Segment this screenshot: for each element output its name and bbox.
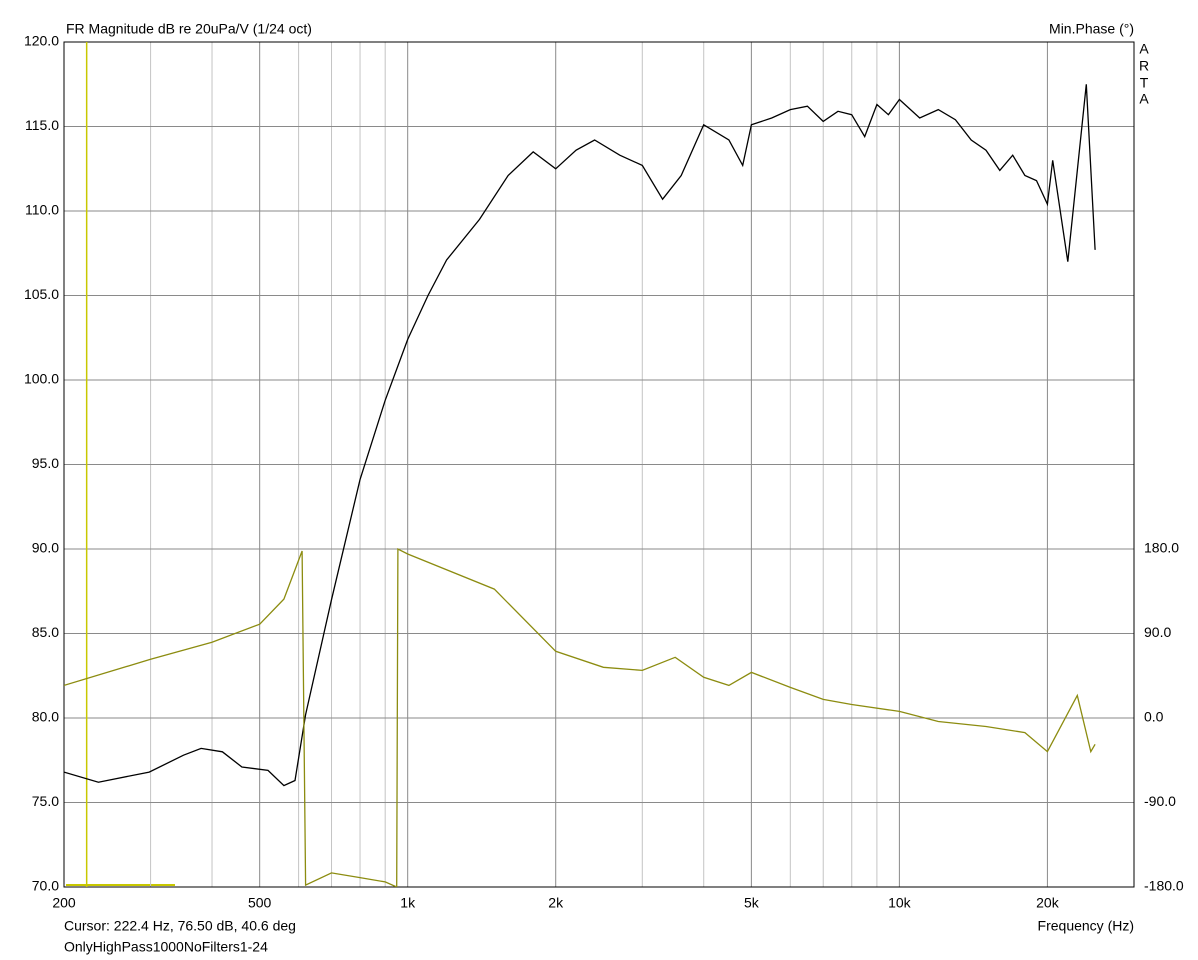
- brand-letter: T: [1140, 75, 1149, 91]
- y-tick-label: 105.0: [24, 286, 59, 302]
- brand-letter: A: [1139, 91, 1149, 107]
- y-tick-label: 70.0: [32, 878, 59, 894]
- cursor-readout: Cursor: 222.4 Hz, 76.50 dB, 40.6 deg: [64, 918, 296, 934]
- y2-tick-label: 180.0: [1144, 540, 1179, 556]
- y-tick-label: 115.0: [25, 117, 59, 133]
- x-tick-label: 20k: [1036, 895, 1060, 911]
- y-tick-label: 95.0: [32, 455, 59, 471]
- y-tick-label: 120.0: [24, 33, 59, 49]
- y-tick-label: 110.0: [25, 202, 59, 218]
- brand-letter: R: [1139, 58, 1149, 74]
- y2-axis-label: Min.Phase (°): [1049, 21, 1134, 37]
- brand-letter: A: [1139, 41, 1149, 57]
- y-tick-label: 75.0: [32, 793, 59, 809]
- x-tick-label: 1k: [400, 895, 416, 911]
- y2-tick-label: 0.0: [1144, 709, 1164, 725]
- x-axis-label: Frequency (Hz): [1038, 918, 1134, 934]
- x-tick-label: 10k: [888, 895, 912, 911]
- y2-tick-label: -90.0: [1144, 793, 1176, 809]
- chart-title: FR Magnitude dB re 20uPa/V (1/24 oct): [66, 21, 312, 37]
- y-tick-label: 100.0: [24, 371, 59, 387]
- x-tick-label: 2k: [548, 895, 564, 911]
- series-line: [64, 84, 1096, 787]
- x-tick-label: 500: [248, 895, 272, 911]
- y2-tick-label: -180.0: [1144, 878, 1184, 894]
- file-name: OnlyHighPass1000NoFilters1-24: [64, 939, 268, 955]
- plot-frame: [63, 41, 1135, 888]
- series-line: [64, 547, 1096, 887]
- x-tick-label: 5k: [744, 895, 760, 911]
- x-tick-label: 200: [52, 895, 76, 911]
- y-tick-label: 85.0: [32, 624, 59, 640]
- y-tick-label: 80.0: [32, 709, 59, 725]
- y2-tick-label: 90.0: [1144, 624, 1171, 640]
- y-tick-label: 90.0: [32, 540, 59, 556]
